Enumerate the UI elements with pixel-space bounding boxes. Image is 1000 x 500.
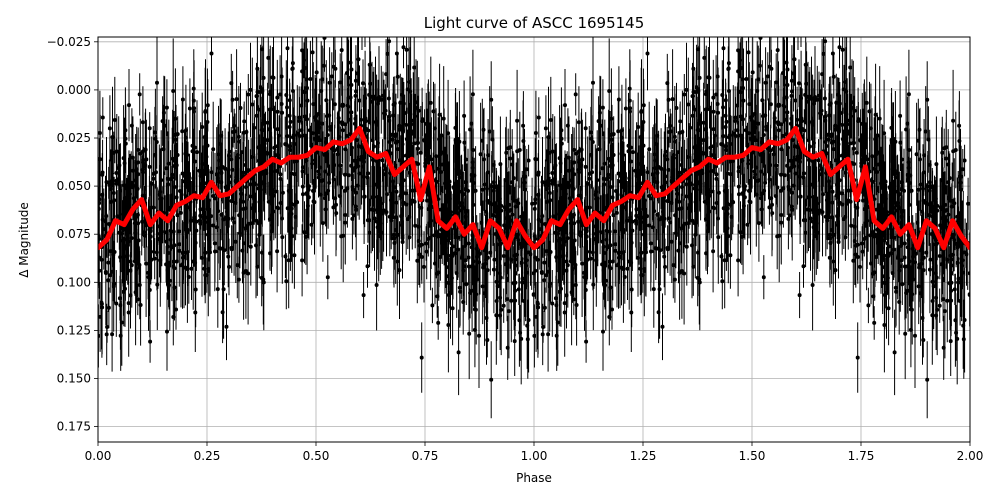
y-axis-label: Δ Magnitude: [17, 202, 31, 278]
x-tick-label: 0.75: [412, 449, 439, 463]
y-tick-label: 0.125: [57, 323, 91, 337]
x-tick-label: 0.00: [85, 449, 112, 463]
model-curve: [98, 125, 970, 251]
y-tick-label: 0.050: [57, 179, 91, 193]
x-axis-label: Phase: [516, 471, 552, 485]
x-tick-label: 0.50: [303, 449, 330, 463]
chart-title: Light curve of ASCC 1695145: [424, 14, 645, 32]
y-axis-ticks: −0.025 0.000 0.025 0.050 0.075 0.100 0.125 0.15…: [47, 35, 98, 434]
y-tick-label: 0.175: [57, 420, 91, 434]
x-tick-label: 1.25: [630, 449, 657, 463]
y-tick-label: −0.025: [47, 35, 91, 49]
x-tick-label: 2.00: [957, 449, 984, 463]
y-tick-label: 0.025: [57, 131, 91, 145]
y-tick-label: 0.075: [57, 227, 91, 241]
y-tick-label: 0.000: [57, 83, 91, 97]
x-tick-label: 1.75: [848, 449, 875, 463]
x-tick-label: 1.50: [739, 449, 766, 463]
y-tick-label: 0.150: [57, 372, 91, 386]
y-tick-label: 0.100: [57, 275, 91, 289]
x-tick-label: 1.00: [521, 449, 548, 463]
x-axis-ticks: 0.00 0.25 0.50 0.75 1.00 1.25 1.50 1.75 2.00: [85, 442, 984, 463]
x-tick-label: 0.25: [194, 449, 221, 463]
